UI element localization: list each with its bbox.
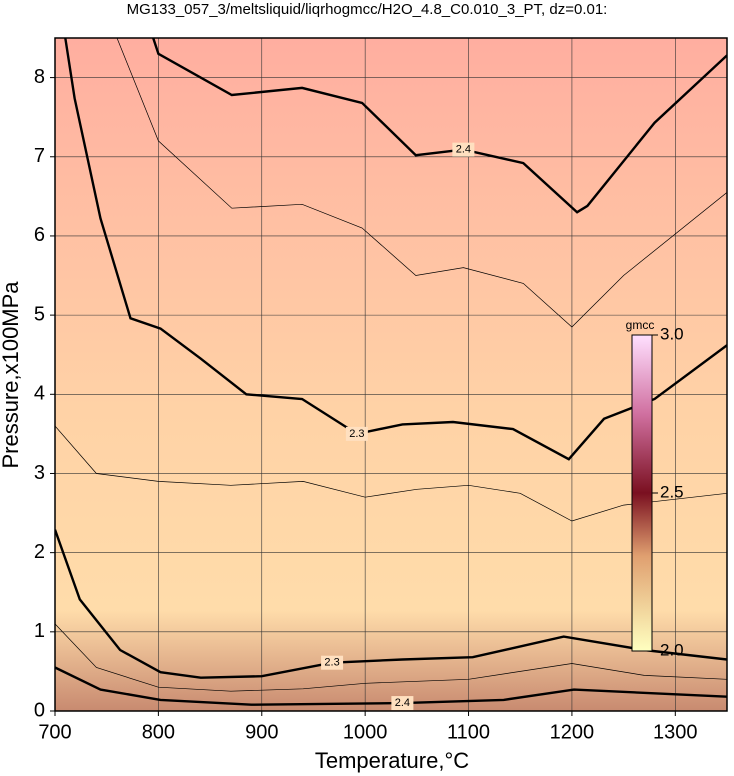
y-tick-label: 8	[34, 66, 45, 88]
contour-line	[116, 38, 727, 328]
contour-label: 2.4	[395, 697, 410, 709]
x-axis-label: Temperature,°C	[315, 748, 469, 773]
x-tick-label: 1100	[447, 721, 490, 743]
x-tick-label: 1200	[550, 721, 595, 743]
x-tick-label: 1300	[653, 721, 698, 743]
colorbar-ticks: 2.0 2.5 3.0	[652, 324, 684, 659]
colorbar	[631, 334, 653, 652]
colorbar-tick-label: 2.5	[660, 482, 684, 501]
colorbar-tick-label: 2.0	[660, 640, 684, 659]
contour-line	[55, 425, 727, 522]
y-tick-label: 7	[34, 145, 45, 167]
chart-title: MG133_057_3/meltsliquid/liqrhogmcc/H2O_4…	[127, 1, 608, 18]
contour-line	[64, 38, 727, 461]
contour-label-bg	[345, 426, 368, 441]
y-tick-label: 0	[34, 699, 45, 721]
y-tick-label: 1	[34, 620, 45, 642]
contour-label-bg	[391, 696, 414, 711]
contour-label: 2.3	[324, 657, 339, 669]
plot-background	[55, 38, 727, 711]
y-tick-label: 5	[34, 303, 45, 325]
colorbar-tick-label: 3.0	[660, 324, 684, 343]
x-tick-label: 700	[38, 721, 71, 743]
y-tick-label: 2	[34, 541, 45, 563]
grid	[50, 38, 727, 716]
contour-line	[152, 38, 727, 214]
colorbar-label: gmcc	[626, 318, 655, 332]
contour-label-bg	[321, 655, 344, 670]
x-tick-label: 800	[142, 721, 175, 743]
x-tick-label: 1000	[343, 721, 388, 743]
contour-line	[55, 666, 727, 706]
contour-line	[55, 623, 727, 692]
contour-line	[55, 529, 727, 679]
y-tick-label: 6	[34, 224, 45, 246]
plot-frame	[54, 37, 728, 712]
y-tick-label: 3	[34, 462, 45, 484]
y-tick-label: 4	[34, 383, 45, 405]
contour-labels: 2.4 2.3 2.3 2.4	[321, 142, 475, 711]
contour-label-bg	[452, 142, 475, 157]
contour-label: 2.3	[349, 428, 364, 440]
contours	[55, 38, 727, 706]
contour-label: 2.4	[456, 144, 471, 156]
x-tick-label: 900	[245, 721, 278, 743]
y-axis-label: Pressure,x100MPa	[0, 281, 23, 469]
